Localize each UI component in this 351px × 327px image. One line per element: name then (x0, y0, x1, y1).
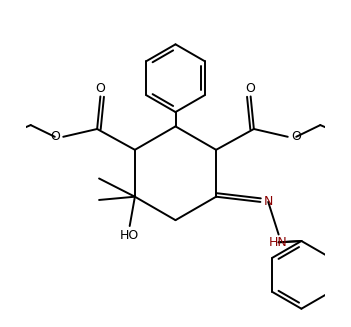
Text: HN: HN (269, 236, 288, 249)
Text: HO: HO (120, 229, 139, 242)
Text: O: O (246, 82, 256, 95)
Text: O: O (50, 130, 60, 143)
Text: N: N (264, 196, 273, 208)
Text: O: O (95, 82, 105, 95)
Text: O: O (291, 130, 301, 143)
